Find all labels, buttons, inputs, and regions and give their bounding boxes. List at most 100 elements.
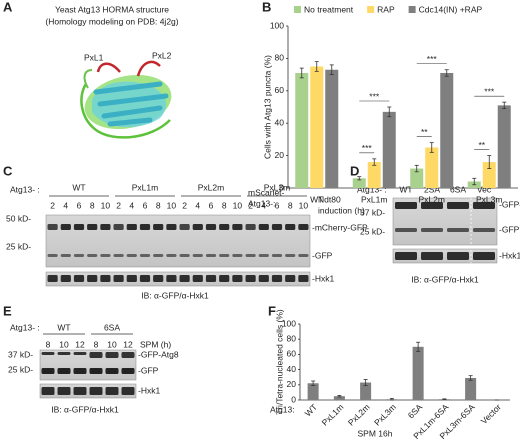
band [395,202,417,209]
y-tick-label: 60 [287,349,297,359]
band [473,252,495,260]
time-label: 2 [182,200,187,210]
band [179,254,190,257]
band [60,224,71,230]
band [473,202,495,209]
lane-label: 6SA [450,184,466,194]
group-label: WT [57,322,70,332]
significance-mark: *** [369,91,380,101]
band [105,352,119,358]
lane-label: WT [399,184,412,194]
band [271,224,283,230]
y-axis-label: Tri/Tetra-nucleated cells (%) [274,309,284,415]
band [232,224,243,230]
band [219,224,230,230]
band [113,275,124,282]
time-label: 10 [233,200,243,210]
x-tick-label: 6SA [406,402,425,421]
band [126,254,137,257]
time-label: 6 [209,200,214,210]
time-label: 12 [123,339,133,349]
bar [360,382,372,400]
band [421,252,443,260]
legend-swatch [294,6,301,13]
time-label: 4 [261,200,266,210]
legend-label: RAP [377,4,395,14]
band [100,254,111,257]
significance-mark: ** [478,140,485,150]
x-tick-label: WT [303,402,319,418]
time-label: 8 [94,339,99,349]
loop-label: PxL2 [152,50,172,60]
band [473,228,495,232]
band [219,254,230,257]
band-label: -GFP-Atg8 [138,349,179,359]
mw-marker: 25 kD- [6,241,31,251]
group-label: WT [72,182,85,192]
band [245,224,256,230]
band [57,352,71,355]
time-label: 10 [59,339,69,349]
band [60,275,71,282]
time-label: 4 [63,200,68,210]
band [192,254,203,257]
band [87,224,98,230]
time-label: 10 [299,200,309,210]
x-tick-label: PxL3m [476,194,502,204]
blot [45,271,311,287]
band [121,368,135,374]
bar [440,72,454,188]
band [166,275,177,282]
band [245,275,256,282]
bar [412,346,424,400]
y-tick-label: 100 [282,318,296,328]
blot-caption: IB: α-GFP/α-Hxk1 [411,274,479,284]
bar [367,162,381,188]
time-label: 8 [156,200,161,210]
time-label: 8 [46,339,51,349]
band [298,224,309,230]
bar [307,383,319,400]
band [87,275,98,282]
band [47,254,58,257]
band [205,275,217,282]
band-label: -GFP [312,250,333,260]
band [73,387,87,395]
x-tick-label: PxL2m [346,402,372,428]
band-label: -mCherry-GFP [312,222,368,232]
panel-subtitle: (Homology modeling on PDB: 4j2g) [45,16,178,26]
band [258,224,269,230]
lane-label: 2SA [424,184,440,194]
band [447,202,469,209]
mw-marker: 25 kD- [360,226,385,236]
mw-marker: 37 kD- [8,349,33,359]
band [153,254,164,257]
band [205,254,217,257]
time-label: 4 [195,200,200,210]
significance-mark: *** [484,86,495,96]
legend-label: No treatment [304,4,354,14]
band [139,254,151,257]
group-label: 6SA [104,322,120,332]
band [57,387,71,395]
y-tick-label: 0 [291,394,296,404]
y-tick-label: 40 [287,364,297,374]
significance-mark: *** [362,143,373,153]
band [41,352,55,355]
band-label: -GFP [499,224,520,234]
band-label: -GFP-Atg8 [499,199,520,209]
mw-marker: 37 kD- [360,207,385,217]
band [285,224,296,230]
band [205,224,217,230]
x-tick-label: PxL2m [419,194,445,204]
band [73,275,85,282]
band [447,252,469,260]
band [113,254,124,257]
band [89,352,103,358]
band [395,228,417,232]
row-label: Atg13- : [10,184,40,194]
band [89,368,103,374]
band [41,368,55,374]
x-tick-label: PxL3m [372,402,398,428]
